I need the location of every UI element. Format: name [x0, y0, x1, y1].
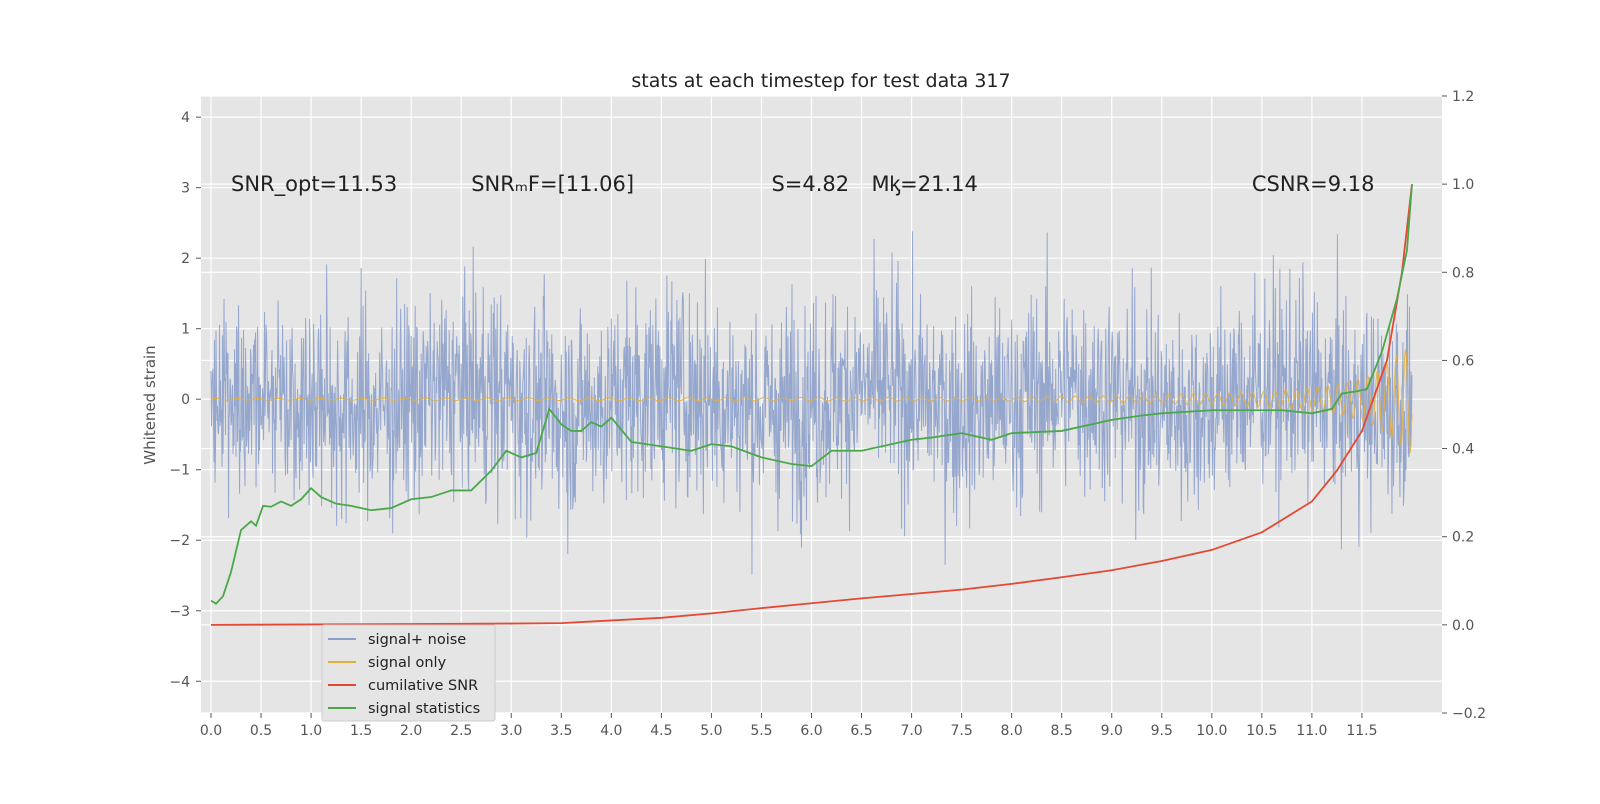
y2-tick-label: 0.2	[1452, 530, 1474, 546]
x-tick-label: 11.5	[1346, 723, 1377, 739]
y-tick-label: −4	[169, 674, 190, 690]
signal-noise-series	[210, 231, 1413, 575]
series-signal-statistics-line	[210, 184, 1413, 605]
series-signal-only-line	[210, 349, 1413, 454]
y2-tick-label: 1.0	[1452, 177, 1474, 193]
x-tick-label: 2.0	[400, 723, 422, 739]
y-tick-label: −1	[169, 463, 190, 479]
y2-tick-label: −0.2	[1452, 706, 1486, 722]
series-signal-noise-line	[210, 231, 1413, 575]
x-tick-label: 3.0	[500, 723, 522, 739]
legend-label: signal+ noise	[368, 632, 466, 648]
legend-label: signal only	[368, 655, 447, 671]
y2-tick-label: 0.4	[1452, 442, 1474, 458]
x-tick-label: 9.5	[1151, 723, 1173, 739]
annotation-s: S=4.82	[771, 172, 849, 196]
y2-tick-label: 0.0	[1452, 618, 1474, 634]
annotation-snr-opt: SNR_opt=11.53	[231, 172, 397, 197]
right-axis-series	[210, 184, 1413, 626]
legend-label: signal statistics	[368, 701, 480, 717]
x-tick-label: 4.0	[600, 723, 622, 739]
x-tick-label: 2.5	[450, 723, 472, 739]
axis-ticks: 0.0 0.5 1.0 1.5 2.0 2.5 3.0 3.5 4.0 4.5 5.0 5.5 6.0 6…	[169, 89, 1486, 739]
annotation-csnr: CSNR=9.18	[1252, 172, 1375, 196]
annotation-snr-mf: SNRₘF=[11.06]	[471, 172, 634, 196]
legend: signal+ noise signal only cumilative SNR si…	[321, 624, 496, 722]
y-axis-label: Whitened strain	[141, 345, 159, 464]
x-tick-label: 5.5	[750, 723, 772, 739]
x-tick-label: 0.5	[250, 723, 272, 739]
x-tick-label: 3.5	[550, 723, 572, 739]
legend-box	[321, 624, 496, 722]
y-tick-label: 0	[181, 392, 190, 408]
x-tick-label: 10.5	[1246, 723, 1277, 739]
x-tick-label: 8.5	[1051, 723, 1073, 739]
annotation-mc: Mᶄ=21.14	[872, 172, 978, 196]
x-tick-label: 11.0	[1296, 723, 1327, 739]
y-tick-label: 1	[181, 322, 190, 338]
y2-tick-label: 1.2	[1452, 89, 1474, 105]
x-tick-label: 4.5	[650, 723, 672, 739]
x-tick-label: 6.5	[850, 723, 872, 739]
x-tick-label: 8.0	[1001, 723, 1023, 739]
x-tick-label: 6.0	[800, 723, 822, 739]
x-tick-label: 1.0	[300, 723, 322, 739]
x-tick-label: 7.0	[900, 723, 922, 739]
x-tick-label: 10.0	[1196, 723, 1227, 739]
y-tick-label: −3	[169, 604, 190, 620]
series-cumulative-snr-line	[211, 184, 1413, 626]
y2-tick-label: 0.8	[1452, 265, 1474, 281]
y-tick-label: 2	[181, 251, 190, 267]
y2-tick-label: 0.6	[1452, 353, 1474, 369]
x-tick-label: 1.5	[350, 723, 372, 739]
x-tick-label: 0.0	[200, 723, 222, 739]
y-tick-label: −2	[169, 533, 190, 549]
x-tick-label: 7.5	[950, 723, 972, 739]
annotations: SNR_opt=11.53 SNRₘF=[11.06] S=4.82 Mᶄ=21.14…	[231, 172, 1374, 197]
legend-label: cumilative SNR	[368, 678, 478, 694]
y-tick-label: 4	[181, 110, 190, 126]
chart-title: stats at each timestep for test data 317	[631, 70, 1010, 92]
x-tick-label: 9.0	[1101, 723, 1123, 739]
x-tick-label: 5.0	[700, 723, 722, 739]
signal-only-series	[210, 349, 1413, 454]
y-tick-label: 3	[181, 181, 190, 197]
